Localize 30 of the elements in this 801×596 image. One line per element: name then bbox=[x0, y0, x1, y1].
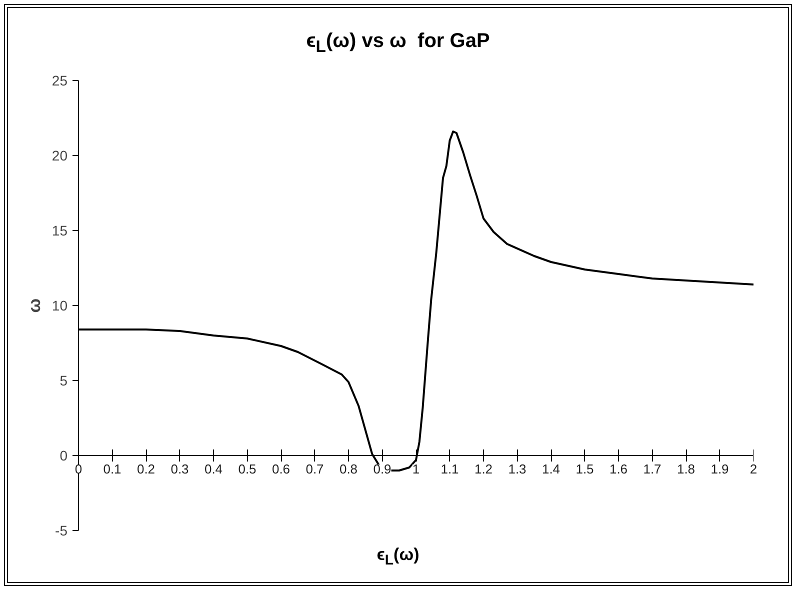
x-tick-label: 1.5 bbox=[576, 462, 594, 476]
y-tick-label: 20 bbox=[52, 148, 68, 164]
x-tick-label: 2 bbox=[750, 462, 758, 476]
y-tick-label: 5 bbox=[60, 372, 68, 388]
x-tick-label: 0.4 bbox=[204, 462, 223, 476]
y-axis-title: ω bbox=[24, 298, 44, 313]
x-tick-label: 1 bbox=[412, 462, 420, 476]
y-tick-label: 10 bbox=[52, 298, 68, 314]
x-tick-label: 1.4 bbox=[542, 462, 560, 476]
x-tick-label: 1.7 bbox=[643, 462, 662, 476]
y-tick-label: -5 bbox=[55, 522, 68, 538]
x-tick-label: 1.6 bbox=[609, 462, 628, 476]
x-axis-title: ϵ$_{L}$(ω) bbox=[376, 544, 420, 570]
x-tick-label: 1.8 bbox=[676, 462, 696, 476]
x-tick-label: 0 bbox=[74, 462, 82, 476]
x-tick-label: 0.7 bbox=[306, 462, 324, 476]
x-tick-label: 1.1 bbox=[440, 462, 459, 476]
x-tick-label: 1.2 bbox=[474, 462, 493, 476]
chart-title: ϵ$_{L}$(ω) vs ω for GaP bbox=[306, 29, 490, 58]
y-tick-label: 0 bbox=[60, 448, 68, 464]
x-tick-label: 0.8 bbox=[339, 462, 358, 476]
x-tick-label: 1.9 bbox=[710, 462, 729, 476]
x-tick-label: 0.3 bbox=[170, 462, 189, 476]
x-tick-label: 0.6 bbox=[272, 462, 290, 476]
x-tick-label: 0.5 bbox=[238, 462, 256, 476]
x-tick-label: 0.1 bbox=[103, 462, 122, 476]
y-tick-label: 15 bbox=[52, 222, 68, 238]
x-tick-label: 1.3 bbox=[508, 462, 526, 476]
y-tick-label: 25 bbox=[52, 72, 68, 88]
x-tick-label: 0.2 bbox=[136, 462, 156, 476]
